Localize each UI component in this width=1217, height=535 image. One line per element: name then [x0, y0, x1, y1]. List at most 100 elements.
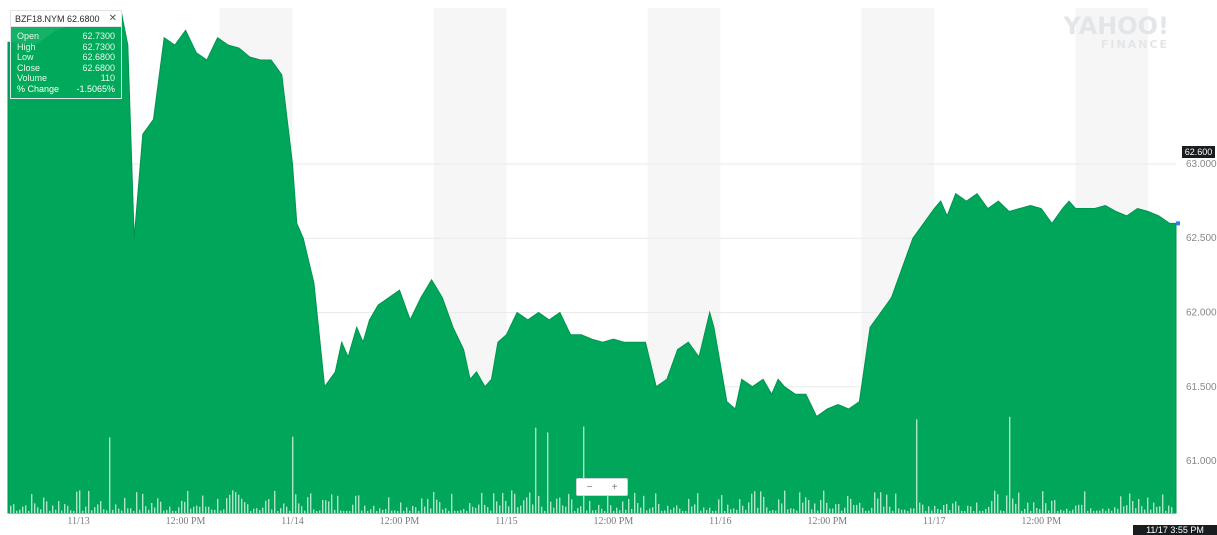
volume-bar [697, 493, 699, 513]
volume-bar [790, 508, 792, 513]
x-tick-label: 11/15 [495, 516, 517, 527]
volume-bar [58, 501, 60, 513]
volume-bar [724, 510, 726, 513]
volume-bar [517, 507, 519, 513]
volume-bar [1150, 509, 1152, 513]
volume-bar [787, 509, 789, 513]
volume-bar [196, 505, 198, 513]
volume-bar [514, 493, 516, 513]
volume-bar [742, 505, 744, 513]
volume-bar [805, 497, 807, 513]
volume-bar [544, 510, 546, 513]
volume-bar [781, 503, 783, 513]
volume-bar [79, 490, 81, 513]
volume-bar [133, 510, 135, 513]
volume-bar [292, 436, 294, 513]
volume-bar [1099, 510, 1101, 513]
volume-bar [919, 502, 921, 513]
tooltip-row-close: Close 62.6800 [17, 62, 115, 73]
volume-bar [1024, 508, 1026, 513]
volume-bar [625, 509, 627, 513]
volume-bar [607, 490, 609, 513]
volume-bar [493, 493, 495, 513]
volume-bar [610, 505, 612, 513]
tooltip-row-high: High 62.7300 [17, 41, 115, 52]
volume-bar [673, 507, 675, 513]
volume-bar [118, 508, 120, 513]
volume-bar [403, 510, 405, 513]
volume-bar [1138, 498, 1140, 513]
volume-bar [1081, 504, 1083, 513]
volume-bar [1015, 503, 1017, 513]
x-tick-label: 11/17 [923, 516, 945, 527]
volume-bar [973, 510, 975, 513]
volume-bar [496, 501, 498, 513]
volume-bar [22, 506, 24, 513]
zoom-out-button[interactable]: − [586, 481, 593, 493]
volume-bar [793, 508, 795, 513]
volume-bar [214, 509, 216, 513]
volume-bar [268, 499, 270, 513]
volume-bar [769, 510, 771, 513]
volume-bar [955, 501, 957, 513]
volume-bar [733, 508, 735, 513]
volume-bar [55, 509, 57, 513]
volume-bar [364, 505, 366, 513]
volume-bar [901, 509, 903, 513]
volume-bar [463, 508, 465, 513]
volume-bar [1090, 508, 1092, 513]
volume-bar [187, 490, 189, 513]
volume-bar [190, 508, 192, 513]
volume-bar [559, 497, 561, 513]
y-tick-label: 61.500 [1186, 382, 1217, 393]
volume-bar [1003, 510, 1005, 513]
volume-bar [73, 510, 75, 513]
volume-bar [388, 497, 390, 513]
volume-bar [691, 506, 693, 513]
volume-bar [1018, 492, 1020, 513]
close-icon[interactable]: ✕ [108, 13, 117, 24]
volume-bar [1147, 497, 1149, 513]
volume-bar [301, 506, 303, 513]
volume-bar [643, 495, 645, 513]
x-axis-ticks: 11/13 12:00 PM 11/14 12:00 PM 11/15 12:00 PM 1… [67, 516, 1061, 527]
volume-bar [712, 510, 714, 513]
volume-bar [31, 494, 33, 513]
volume-bar [874, 492, 876, 513]
current-date-label: 11/17 3:55 PM [1133, 525, 1217, 535]
volume-bar [229, 494, 231, 513]
volume-bar [472, 506, 474, 513]
volume-bar [631, 508, 633, 513]
volume-bar [265, 500, 267, 513]
volume-bar [652, 507, 654, 513]
volume-bar [439, 502, 441, 513]
zoom-in-button[interactable]: + [611, 481, 618, 493]
volume-bar [676, 505, 678, 513]
volume-bar [751, 493, 753, 513]
volume-bar [430, 508, 432, 513]
volume-bar [319, 510, 321, 513]
volume-bar [991, 501, 993, 513]
volume-bar [865, 510, 867, 513]
volume-bar [937, 508, 939, 513]
volume-bar [1066, 508, 1068, 513]
volume-bar [523, 500, 525, 513]
volume-bar [280, 508, 282, 513]
volume-bar [148, 509, 150, 513]
volume-bar [850, 498, 852, 513]
volume-bar [445, 508, 447, 513]
volume-bar [343, 510, 345, 513]
volume-bar [397, 510, 399, 513]
volume-bar [913, 508, 915, 513]
volume-bar [646, 510, 648, 513]
tooltip-title: BZF18.NYM 62.6800 [15, 13, 100, 24]
volume-bar [988, 506, 990, 513]
volume-bar [412, 505, 414, 513]
volume-bar [331, 494, 333, 513]
volume-bar [1060, 509, 1062, 513]
volume-bar [574, 510, 576, 513]
volume-bar [61, 510, 63, 513]
volume-bar [841, 510, 843, 513]
volume-bar [958, 505, 960, 513]
volume-bar [553, 507, 555, 513]
